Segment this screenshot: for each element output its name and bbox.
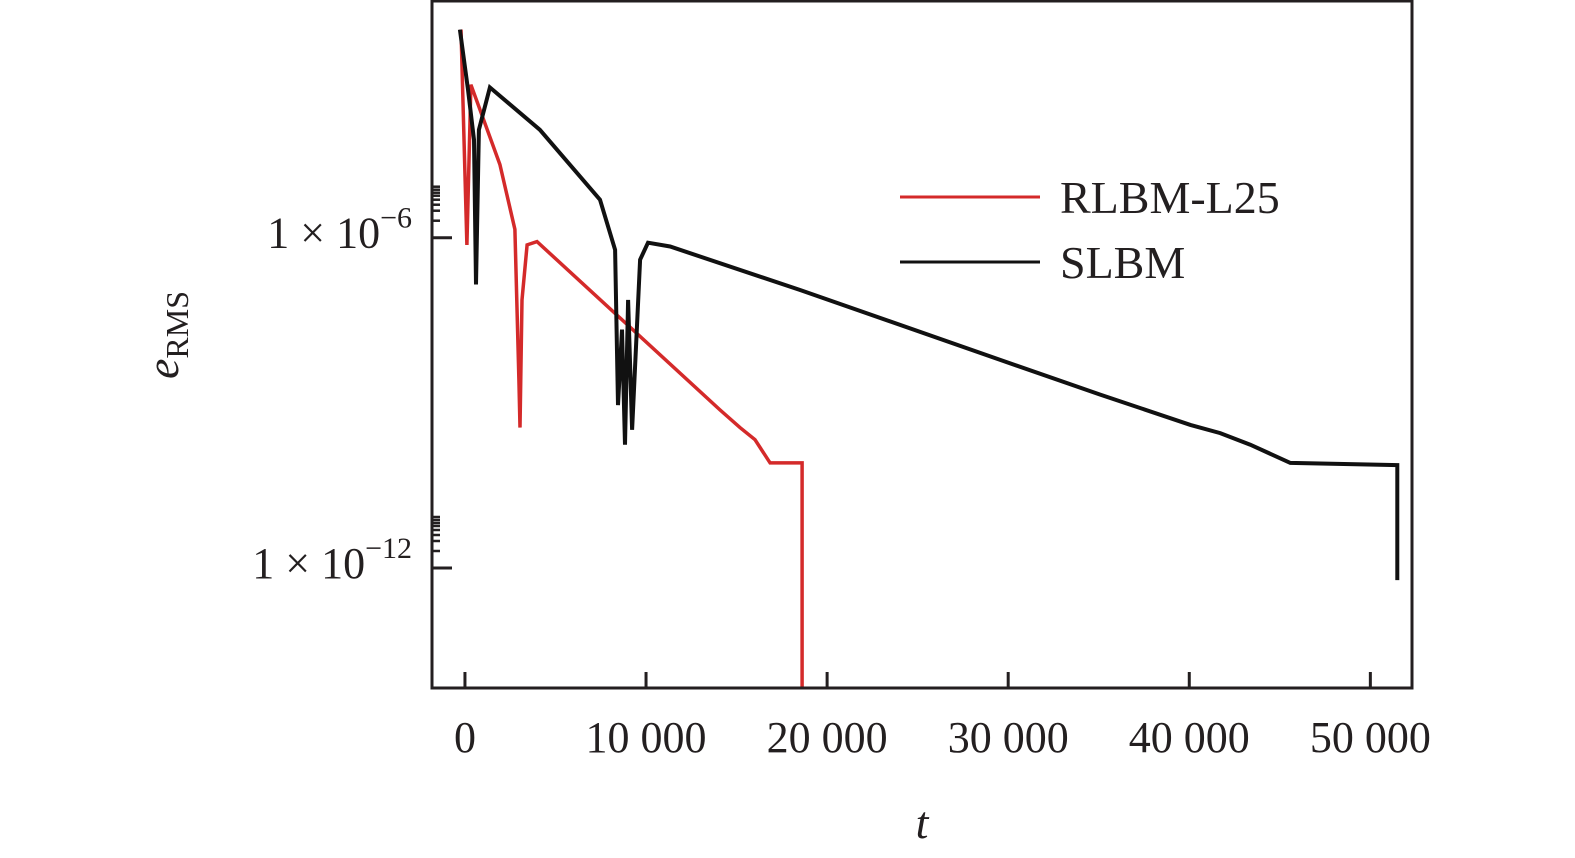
y-tick-label: 1 × 10−12 [252,532,412,588]
y-axis-title-sub: RMS [159,291,195,359]
plot-frame [430,0,1414,690]
x-axis-title: t [916,797,930,848]
y-tick-label: 1 × 10−6 [267,202,412,258]
y-axis-title-main: e [137,359,188,379]
x-tick-label: 30 000 [948,713,1069,762]
x-tick-label: 40 000 [1129,713,1250,762]
y-axis-title: eRMS [137,291,195,379]
x-tick-label: 10 000 [586,713,707,762]
x-tick-label: 0 [454,713,476,762]
x-tick-label: 50 000 [1310,713,1431,762]
legend: RLBM-L25 SLBM [900,172,1280,288]
x-axis: 0 10 000 20 000 30 000 40 000 50 000 [454,672,1431,762]
legend-label-slbm: SLBM [1060,237,1185,288]
svg-text:eRMS: eRMS [137,291,195,379]
y-axis: 1 × 10−6 1 × 10−12 [252,185,452,588]
series-line-rlbm-l25 [459,29,804,687]
series-line-slbm [457,29,1400,581]
series-layer [457,29,1400,687]
x-tick-label: 20 000 [767,713,888,762]
legend-label-rlbm-l25: RLBM-L25 [1060,172,1280,223]
